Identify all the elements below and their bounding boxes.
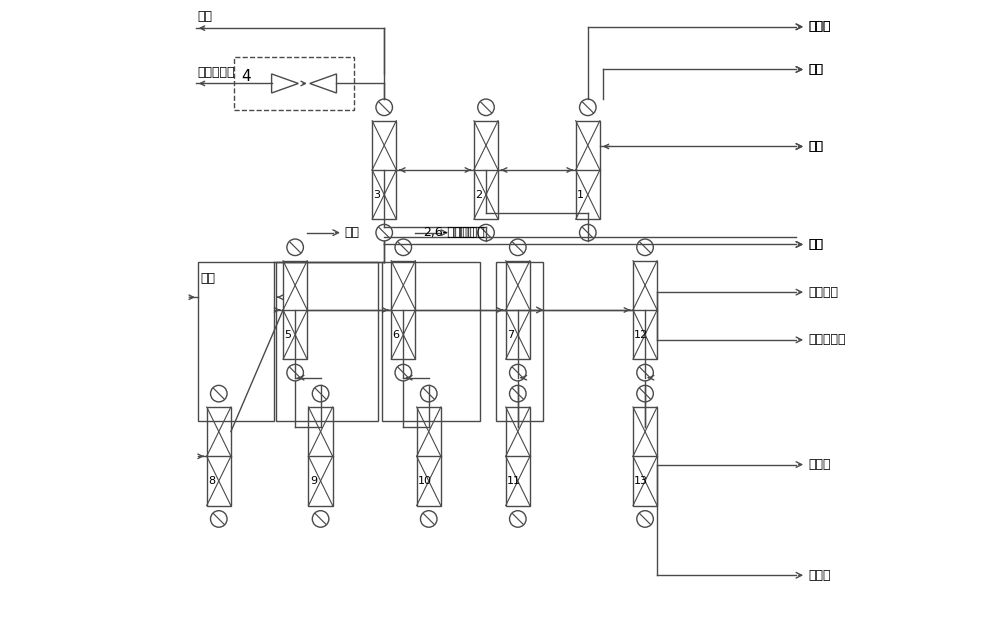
Text: 重组分: 重组分	[808, 569, 830, 581]
Text: 6: 6	[392, 330, 399, 339]
Circle shape	[637, 511, 653, 527]
Text: 二甲酚: 二甲酚	[808, 458, 830, 471]
Circle shape	[287, 239, 303, 256]
Circle shape	[580, 224, 596, 241]
Bar	[283, 261, 307, 359]
Circle shape	[510, 364, 526, 381]
Text: 7: 7	[507, 330, 514, 339]
Circle shape	[395, 364, 412, 381]
Bar	[276, 262, 378, 421]
Text: 5: 5	[284, 330, 291, 339]
Circle shape	[376, 99, 392, 116]
Circle shape	[478, 99, 494, 116]
Text: 苯酚: 苯酚	[344, 226, 359, 239]
Circle shape	[510, 511, 526, 527]
Bar	[308, 407, 333, 505]
Text: 轻组分: 轻组分	[808, 20, 830, 33]
Bar	[382, 262, 480, 421]
Text: 9: 9	[310, 476, 317, 486]
Bar	[496, 262, 543, 421]
Circle shape	[420, 511, 437, 527]
Text: 13: 13	[634, 476, 648, 486]
Text: 酚渣: 酚渣	[808, 238, 823, 251]
Text: 粗酚: 粗酚	[808, 140, 823, 153]
Bar	[207, 407, 231, 505]
Circle shape	[312, 511, 329, 527]
Bar	[506, 261, 530, 359]
Bar	[633, 261, 657, 359]
Polygon shape	[310, 74, 336, 93]
Text: 2: 2	[475, 190, 482, 199]
Circle shape	[211, 385, 227, 402]
Bar	[576, 121, 600, 219]
Text: 酚渣: 酚渣	[808, 238, 823, 251]
Text: 2,6-二甲基苯酚: 2,6-二甲基苯酚	[423, 226, 485, 239]
Circle shape	[637, 239, 653, 256]
Bar	[391, 261, 415, 359]
Circle shape	[580, 99, 596, 116]
Text: 3: 3	[373, 190, 380, 199]
Bar	[234, 58, 354, 109]
Circle shape	[478, 224, 494, 241]
Circle shape	[376, 224, 392, 241]
Text: 12: 12	[634, 330, 648, 339]
Circle shape	[637, 364, 653, 381]
Circle shape	[287, 364, 303, 381]
Text: 11: 11	[507, 476, 521, 486]
Polygon shape	[272, 74, 298, 93]
Bar	[633, 407, 657, 505]
Circle shape	[637, 385, 653, 402]
Text: 混酚: 混酚	[200, 272, 215, 285]
Circle shape	[211, 511, 227, 527]
Text: 酚水: 酚水	[808, 63, 823, 76]
Text: 4: 4	[242, 69, 251, 84]
Bar	[417, 407, 441, 505]
Bar	[506, 407, 530, 505]
Text: 酚水: 酚水	[808, 63, 823, 76]
Circle shape	[510, 239, 526, 256]
Text: 8: 8	[208, 476, 215, 486]
Text: 间对甲酚: 间对甲酚	[808, 286, 838, 298]
Circle shape	[312, 385, 329, 402]
Text: 轻组分: 轻组分	[808, 20, 830, 33]
Text: 10: 10	[418, 476, 432, 486]
Circle shape	[420, 385, 437, 402]
Text: 粗邻乙基酚: 粗邻乙基酚	[808, 334, 845, 346]
Text: 溶剂: 溶剂	[197, 10, 212, 23]
Text: 含吡啶溶剂: 含吡啶溶剂	[197, 66, 235, 79]
Text: 1: 1	[577, 190, 584, 199]
Bar	[474, 121, 498, 219]
Circle shape	[510, 385, 526, 402]
Circle shape	[395, 239, 412, 256]
Bar	[198, 262, 274, 421]
Text: 粗酚: 粗酚	[808, 140, 823, 153]
Bar	[372, 121, 396, 219]
Text: 邻甲酚: 邻甲酚	[452, 226, 475, 239]
